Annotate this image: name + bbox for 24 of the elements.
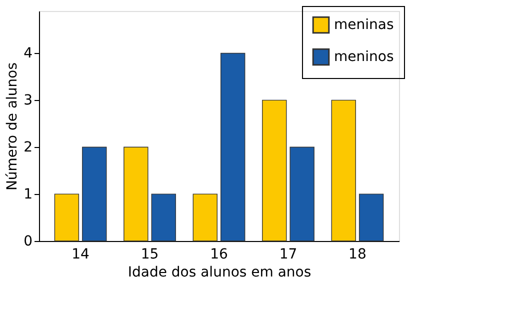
y-tick-label: 3 (24, 92, 32, 109)
y-tick-label: 1 (24, 186, 32, 203)
y-axis-title: Número de alunos (4, 62, 21, 191)
legend-label: meninos (334, 49, 394, 65)
bar (124, 146, 148, 242)
y-tick-label: 2 (24, 140, 32, 156)
x-tick-label: 16 (210, 246, 228, 262)
x-axis-title: Idade dos alunos em anos (128, 264, 312, 280)
x-tick-label: 15 (140, 246, 159, 262)
bar (220, 52, 246, 242)
legend-label: meninas (334, 17, 394, 33)
x-tick-label: 17 (279, 246, 298, 262)
x-tick-label: 18 (348, 246, 366, 262)
bar (262, 100, 287, 242)
bar (54, 194, 80, 242)
bar (290, 146, 314, 242)
x-tick-label: 14 (72, 246, 90, 262)
bar (358, 194, 384, 242)
bar (82, 146, 107, 242)
bar (331, 100, 356, 242)
bar (151, 194, 176, 242)
y-tick-label: 4 (24, 46, 33, 62)
bar (192, 194, 218, 242)
y-tick-label: 0 (24, 234, 32, 250)
